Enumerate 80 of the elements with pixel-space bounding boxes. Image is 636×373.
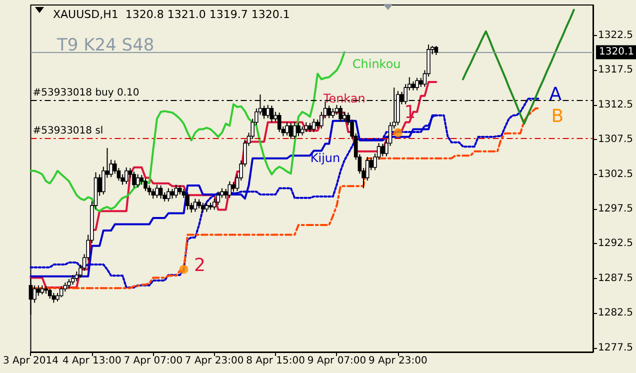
x-tick-label: 9 Apr 07:00 — [307, 356, 366, 366]
candlestick — [415, 77, 419, 91]
candlestick — [228, 180, 232, 198]
line-series — [30, 81, 438, 288]
candlestick — [331, 108, 335, 119]
candlestick — [434, 45, 438, 56]
candlestick — [285, 122, 289, 136]
candlestick — [216, 191, 220, 206]
y-tick-label: 1302.5 — [598, 168, 634, 180]
candlestick — [232, 181, 236, 192]
candlestick — [266, 104, 270, 119]
candlestick — [67, 278, 71, 289]
y-tick-label: 1297.5 — [598, 204, 634, 215]
candlestick — [193, 198, 198, 212]
candlestick — [32, 284, 36, 304]
series-label: Chinkou — [352, 57, 401, 72]
candlestick — [48, 288, 52, 300]
line-series — [462, 8, 575, 125]
candlestick — [327, 105, 331, 119]
candlestick — [200, 202, 205, 214]
candlestick — [151, 188, 156, 200]
candlestick — [144, 178, 148, 192]
series-label: Kijun — [310, 150, 340, 165]
x-tick-label: 4 Apr 13:00 — [62, 356, 122, 366]
x-tick-label: 3 Apr 2014 — [3, 356, 58, 366]
y-tick-label: 1287.5 — [598, 272, 634, 284]
text: T9 K24 S48 — [56, 36, 154, 56]
series-label: Tenkan — [322, 92, 366, 106]
y-tick-label: 1277.5 — [598, 342, 634, 354]
x-tick-label: 8 Apr 15:00 — [246, 356, 305, 366]
candlestick — [59, 286, 64, 298]
candlestick — [170, 188, 174, 200]
candlestick — [292, 122, 297, 140]
x-tick-label: 7 Apr 23:00 — [184, 356, 244, 366]
candlestick — [411, 80, 416, 91]
candlestick — [342, 111, 346, 122]
x-tick-label: 9 Apr 23:00 — [368, 356, 428, 366]
candlestick — [304, 122, 308, 132]
candlestick — [277, 112, 282, 132]
candlestick — [380, 143, 385, 157]
ref-line-label: #53933018 sl — [32, 126, 104, 137]
candlestick — [40, 284, 44, 295]
candlestick — [334, 104, 339, 116]
candlestick — [418, 77, 423, 88]
annotation: A — [549, 84, 562, 106]
candlestick — [197, 198, 201, 209]
y-tick-label: 1282.5 — [598, 308, 634, 319]
candlestick — [158, 184, 163, 200]
y-tick-label: 1312.5 — [598, 99, 634, 110]
ref-line-label: 1320.1 — [599, 46, 634, 58]
candlestick — [316, 119, 320, 130]
y-tick-label: 1292.5 — [598, 238, 634, 250]
candlestick — [296, 122, 300, 137]
candlestick — [312, 118, 316, 132]
annotation: 2 — [194, 254, 206, 276]
y-tick-label: 1317.5 — [598, 64, 634, 76]
candlestick — [270, 105, 274, 123]
annotation: B — [551, 106, 564, 127]
candlestick — [166, 188, 170, 202]
y-tick-label: 1322.5 — [598, 30, 634, 42]
candlestick — [52, 292, 56, 304]
candlestick — [204, 202, 209, 212]
chart-title: XAUUSD,H1 1320.8 1321.0 1319.7 1320.1 — [53, 8, 290, 21]
candlestick — [178, 184, 182, 195]
ref-line-label: #53933018 buy 0.10 — [32, 88, 140, 99]
candlestick — [224, 188, 228, 200]
candlestick — [338, 105, 342, 122]
candlestick — [136, 174, 140, 188]
candlestick — [155, 184, 159, 198]
candlestick — [132, 171, 136, 188]
candlestick — [174, 184, 178, 198]
candlestick — [70, 274, 75, 286]
candlestick — [36, 284, 40, 296]
candlestick — [186, 192, 190, 210]
candlestick — [288, 122, 293, 140]
candlestick — [124, 166, 128, 185]
x-tick-label: 7 Apr 07:00 — [124, 356, 183, 366]
y-tick-label: 1307.5 — [598, 134, 634, 146]
candlestick — [308, 122, 312, 132]
candlestick — [300, 126, 304, 136]
